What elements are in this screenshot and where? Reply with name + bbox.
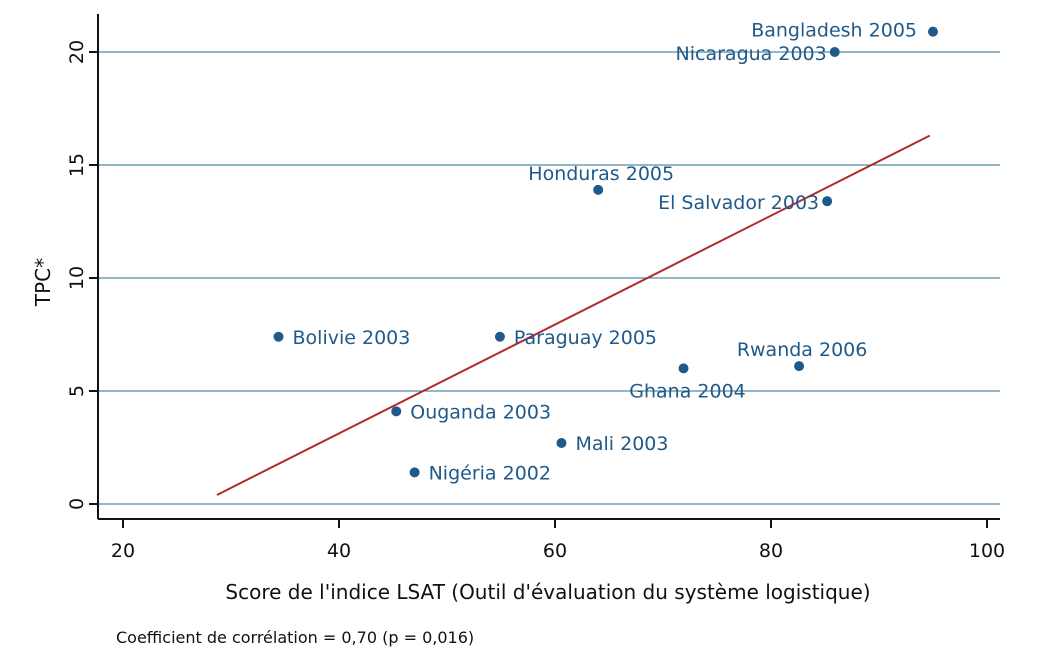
data-point xyxy=(829,47,840,57)
x-tick-label: 20 xyxy=(111,540,135,562)
point-label: Ouganda 2003 xyxy=(410,401,551,423)
data-point xyxy=(794,361,805,372)
y-tick-label: 10 xyxy=(66,266,88,290)
x-tick-label: 60 xyxy=(543,540,567,562)
y-tick-label: 20 xyxy=(66,40,88,64)
y-axis-title: TPC* xyxy=(31,258,55,307)
point-label: Bolivie 2003 xyxy=(293,327,411,349)
point-label: Nigéria 2002 xyxy=(429,462,551,484)
data-point xyxy=(822,196,833,207)
y-tick-label: 0 xyxy=(66,498,88,510)
point-label: Nicaragua 2003 xyxy=(676,43,827,65)
point-label: Rwanda 2006 xyxy=(737,339,868,361)
x-tick-label: 80 xyxy=(759,540,783,562)
y-tick-label: 15 xyxy=(66,153,88,177)
x-axis-ticks: 20 40 60 80 100 xyxy=(111,519,1005,562)
data-point xyxy=(928,26,938,37)
data-point xyxy=(678,363,689,374)
axes xyxy=(97,14,1000,520)
data-point xyxy=(391,406,402,417)
grid-lines xyxy=(98,51,1000,505)
x-axis-title: Score de l'indice LSAT (Outil d'évaluati… xyxy=(225,580,870,604)
y-tick-label: 5 xyxy=(66,385,88,397)
point-label: Ghana 2004 xyxy=(629,380,746,402)
data-point xyxy=(409,467,420,478)
data-point xyxy=(494,331,505,342)
x-tick-label: 100 xyxy=(969,540,1005,562)
y-axis-ticks: 0 5 10 15 20 xyxy=(66,40,98,510)
point-label: Paraguay 2005 xyxy=(514,327,657,349)
data-point xyxy=(593,184,604,195)
data-point xyxy=(273,331,284,342)
point-label: El Salvador 2003 xyxy=(658,192,819,214)
point-label: Honduras 2005 xyxy=(528,163,674,185)
data-point xyxy=(556,437,567,448)
fit-line xyxy=(216,134,931,496)
correlation-note: Coefficient de corrélation = 0,70 (p = 0… xyxy=(116,628,475,647)
x-tick-label: 40 xyxy=(327,540,351,562)
point-label: Bangladesh 2005 xyxy=(751,20,917,42)
fit-line-group xyxy=(216,134,931,496)
point-label: Mali 2003 xyxy=(575,433,668,455)
